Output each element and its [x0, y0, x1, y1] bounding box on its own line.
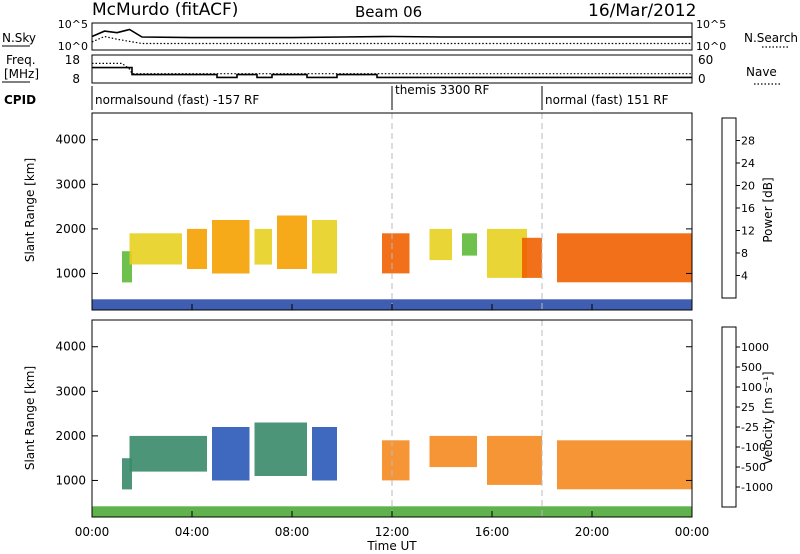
x-tick-label-6: 00:00 [675, 525, 710, 539]
velocity-y-tick-label-1: 2000 [55, 429, 86, 443]
velocity-y-tick-label-0: 1000 [55, 474, 86, 488]
station-title: McMurdo (fitACF) [92, 0, 238, 20]
velocity-colorbar-label-3: -25 [741, 421, 759, 434]
power-patch-2 [187, 228, 207, 269]
freq-label: Freq. [6, 53, 36, 67]
power-patch-4 [254, 228, 272, 265]
velocity-patch-0 [122, 458, 132, 490]
power-colorbar-label-1: 8 [741, 247, 748, 260]
power-colorbar-label-3: 16 [741, 202, 755, 215]
power-patch-10 [487, 228, 527, 278]
nave-label: Nave [746, 65, 777, 79]
velocity-panel [91, 319, 693, 518]
freq-tick-bottom: 8 [72, 72, 80, 86]
velocity-colorbar-label-6: 500 [741, 361, 762, 374]
velocity-patch-5 [382, 440, 410, 481]
power-y-tick-label-3: 4000 [55, 133, 86, 147]
freq-tick-top: 18 [65, 53, 80, 67]
velocity-y-tick-label-3: 4000 [55, 340, 86, 354]
velocity-patch-4 [312, 427, 337, 481]
nsky-series-line [91, 28, 692, 39]
power-data-group [92, 113, 692, 310]
power-patch-12 [557, 233, 692, 283]
y-axes: 1000 2000 3000 4000 1000 2000 3000 4000 [55, 133, 692, 488]
cpid-label: CPID [4, 93, 36, 107]
power-patch-9 [462, 233, 477, 256]
power-patch-11 [522, 237, 542, 278]
velocity-patch-2 [212, 427, 250, 481]
power-colorbar-label-5: 24 [741, 157, 755, 170]
power-y-tick-label-2: 3000 [55, 177, 86, 191]
cpid-segment-1: normalsound (fast) -157 RF [95, 93, 259, 107]
power-patch-0 [122, 251, 132, 283]
velocity-colorbar-label-7: 1000 [741, 341, 769, 354]
power-patch-3 [212, 220, 250, 274]
velocity-colorbar-label-5: 100 [741, 381, 762, 394]
velocity-y-tick-label-2: 3000 [55, 384, 86, 398]
velocity-patch-8 [557, 440, 692, 490]
x-axis-title: Time UT [366, 539, 417, 553]
cpid-segment-3: normal (fast) 151 RF [545, 93, 669, 107]
velocity-patch-7 [487, 435, 542, 485]
x-tick-label-0: 00:00 [75, 525, 110, 539]
freq-unit-label: [MHz] [4, 67, 39, 81]
nave-tick-top: 60 [698, 53, 713, 67]
nave-tick-bottom: 0 [698, 72, 706, 86]
freq-panel-frame [91, 54, 693, 84]
power-patch-6 [312, 220, 337, 274]
power-colorbar: 4 8 12 16 20 24 28 [721, 117, 755, 299]
power-colorbar-title: Power [dB] [761, 177, 775, 242]
date-title: 16/Mar/2012 [588, 1, 696, 21]
cpid-segment-2: themis 3300 RF [395, 83, 489, 97]
power-patch-8 [429, 228, 452, 261]
noise-left-tick-bottom: 10^0 [58, 40, 88, 53]
velocity-colorbar: -1000 -500 -100 -25 25 100 500 1000 [721, 326, 773, 508]
velocity-colorbar-title: Velocity [m s⁻¹] [761, 371, 775, 464]
noise-right-tick-top: 10^5 [696, 18, 726, 31]
velocity-y-axis-title: Slant Range [km] [23, 366, 37, 470]
x-tick-label-5: 20:00 [575, 525, 610, 539]
x-tick-label-4: 16:00 [475, 525, 510, 539]
power-colorbar-label-6: 28 [741, 135, 755, 148]
nave-series-line [92, 62, 692, 75]
velocity-colorbar-label-1: -500 [741, 461, 766, 474]
nsearch-label: N.Search [744, 31, 798, 45]
power-y-tick-label-0: 1000 [55, 267, 86, 281]
noise-left-tick-top: 10^5 [58, 18, 88, 31]
velocity-data-group [92, 320, 692, 517]
x-axis: 00:00 04:00 08:00 12:00 16:00 20:00 00:00 [75, 304, 710, 539]
power-y-axis-title: Slant Range [km] [23, 158, 37, 262]
velocity-patch-1 [129, 435, 207, 472]
velocity-patch-3 [254, 422, 307, 476]
freq-series-line [92, 66, 692, 79]
power-colorbar-label-2: 12 [741, 225, 755, 238]
velocity-colorbar-frame [721, 326, 737, 508]
power-colorbar-label-0: 4 [741, 270, 748, 283]
power-patch-1 [129, 233, 182, 265]
nsky-label: N.Sky [2, 31, 36, 45]
power-patch-7 [382, 233, 410, 274]
power-colorbar-frame [721, 117, 737, 299]
x-tick-label-3: 12:00 [375, 525, 410, 539]
velocity-patch-6 [429, 435, 477, 468]
power-y-tick-label-1: 2000 [55, 222, 86, 236]
power-panel [91, 112, 693, 311]
velocity-colorbar-label-4: 25 [741, 401, 755, 414]
beam-title: Beam 06 [355, 3, 422, 21]
x-tick-label-1: 04:00 [175, 525, 210, 539]
noise-right-tick-bottom: 10^0 [696, 40, 726, 53]
power-colorbar-label-4: 20 [741, 180, 755, 193]
power-patch-5 [277, 215, 307, 269]
nsearch-series-line [91, 35, 692, 45]
x-tick-label-2: 08:00 [275, 525, 310, 539]
velocity-colorbar-label-2: -100 [741, 441, 766, 454]
velocity-colorbar-label-0: -1000 [741, 481, 773, 494]
